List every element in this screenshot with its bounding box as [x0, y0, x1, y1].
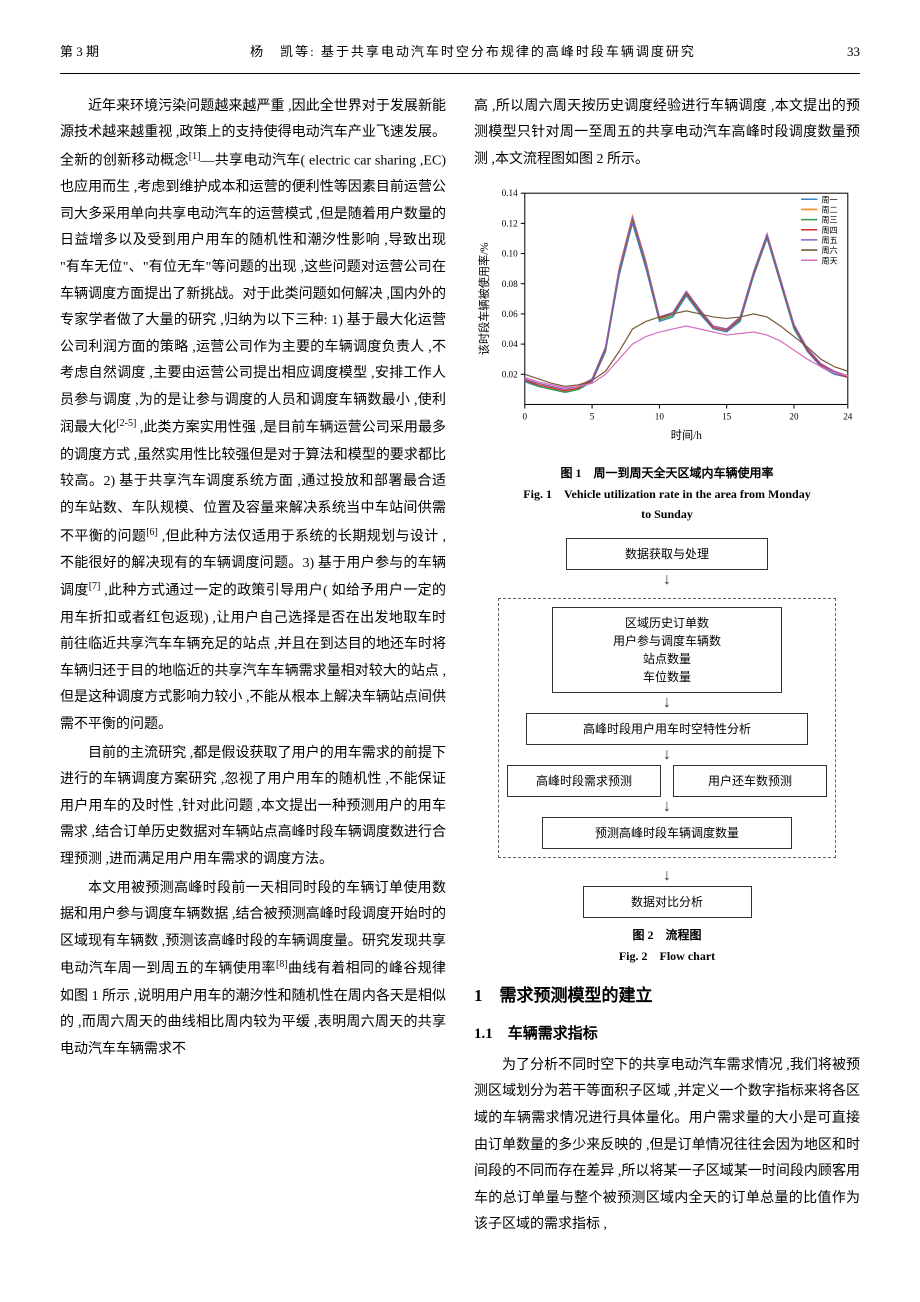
svg-text:周天: 周天 [821, 257, 837, 266]
svg-text:周六: 周六 [821, 246, 837, 256]
svg-text:10: 10 [655, 412, 665, 422]
svg-text:0.04: 0.04 [502, 340, 518, 350]
flow-arrow-icon: ↓ [507, 695, 827, 711]
paragraph: 本文用被预测高峰时段前一天相同时段的车辆订单使用数据和用户参与调度车辆数据 ,结… [60, 876, 446, 1064]
flow-node: 数据获取与处理 [566, 538, 769, 570]
figure-2-flowchart: 数据获取与处理 ↓ 区域历史订单数 用户参与调度车辆数 站点数量 车位数量 ↓ … [474, 538, 860, 918]
svg-text:该时段车辆被使用率/%: 该时段车辆被使用率/% [477, 243, 491, 356]
figure-1-chart: 0.02 0.04 0.06 0.08 0.10 0.12 0.14 0 5 10 15 20 24 时间… [474, 181, 860, 456]
svg-text:周三: 周三 [821, 216, 837, 225]
svg-text:5: 5 [590, 412, 595, 422]
right-column: 高 ,所以周六周天按历史调度经验进行车辆调度 ,本文提出的预测模型只针对周一至周… [474, 94, 860, 1241]
svg-text:20: 20 [789, 412, 799, 422]
svg-text:24: 24 [843, 412, 853, 422]
running-title: 杨 凯等: 基于共享电动汽车时空分布规律的高峰时段车辆调度研究 [99, 40, 847, 65]
flow-node: 高峰时段需求预测 [507, 765, 661, 797]
paragraph: 近年来环境污染问题越来越严重 ,因此全世界对于发展新能源技术越来越重视 ,政策上… [60, 94, 446, 739]
svg-text:0.10: 0.10 [502, 249, 518, 259]
two-column-layout: 近年来环境污染问题越来越严重 ,因此全世界对于发展新能源技术越来越重视 ,政策上… [60, 94, 860, 1241]
svg-text:0.02: 0.02 [502, 370, 518, 380]
flow-arrow-icon: ↓ [498, 572, 836, 588]
svg-text:15: 15 [722, 412, 732, 422]
svg-text:周五: 周五 [821, 236, 837, 245]
svg-text:时间/h: 时间/h [671, 429, 702, 442]
flow-node: 高峰时段用户用车时空特性分析 [526, 713, 808, 745]
flow-arrow-icon: ↓ [498, 868, 836, 884]
svg-text:周二: 周二 [821, 206, 837, 215]
paragraph: 为了分析不同时空下的共享电动汽车需求情况 ,我们将被预测区域划分为若干等面积子区… [474, 1053, 860, 1239]
flow-node: 区域历史订单数 用户参与调度车辆数 站点数量 车位数量 [552, 607, 782, 693]
page-header: 第 3 期 杨 凯等: 基于共享电动汽车时空分布规律的高峰时段车辆调度研究 33 [60, 40, 860, 74]
figure-1-caption: 图 1 周一到周天全天区域内车辆使用率 Fig. 1 Vehicle utili… [474, 464, 860, 524]
paragraph: 目前的主流研究 ,都是假设获取了用户的用车需求的前提下进行的车辆调度方案研究 ,… [60, 741, 446, 874]
svg-text:0.06: 0.06 [502, 309, 518, 319]
svg-text:周四: 周四 [821, 226, 837, 235]
svg-text:0.14: 0.14 [502, 189, 518, 199]
flow-node: 用户还车数预测 [673, 765, 827, 797]
svg-text:周一: 周一 [821, 196, 837, 205]
section-heading: 1 需求预测模型的建立 [474, 980, 860, 1012]
svg-text:0: 0 [523, 412, 528, 422]
paragraph: 高 ,所以周六周天按历史调度经验进行车辆调度 ,本文提出的预测模型只针对周一至周… [474, 94, 860, 174]
subsection-heading: 1.1 车辆需求指标 [474, 1020, 860, 1049]
flow-node: 数据对比分析 [583, 886, 752, 918]
flow-row: 高峰时段需求预测 用户还车数预测 [507, 765, 827, 797]
figure-2-caption: 图 2 流程图 Fig. 2 Flow chart [474, 926, 860, 966]
svg-text:0.12: 0.12 [502, 219, 518, 229]
page-number: 33 [847, 40, 860, 65]
flow-arrow-icon: ↓ [507, 747, 827, 763]
flow-dashed-group: 区域历史订单数 用户参与调度车辆数 站点数量 车位数量 ↓ 高峰时段用户用车时空… [498, 598, 836, 858]
left-column: 近年来环境污染问题越来越严重 ,因此全世界对于发展新能源技术越来越重视 ,政策上… [60, 94, 446, 1241]
svg-text:0.08: 0.08 [502, 279, 518, 289]
issue-number: 第 3 期 [60, 40, 99, 65]
flow-node: 预测高峰时段车辆调度数量 [542, 817, 792, 849]
flow-arrow-icon: ↓ [507, 799, 827, 815]
